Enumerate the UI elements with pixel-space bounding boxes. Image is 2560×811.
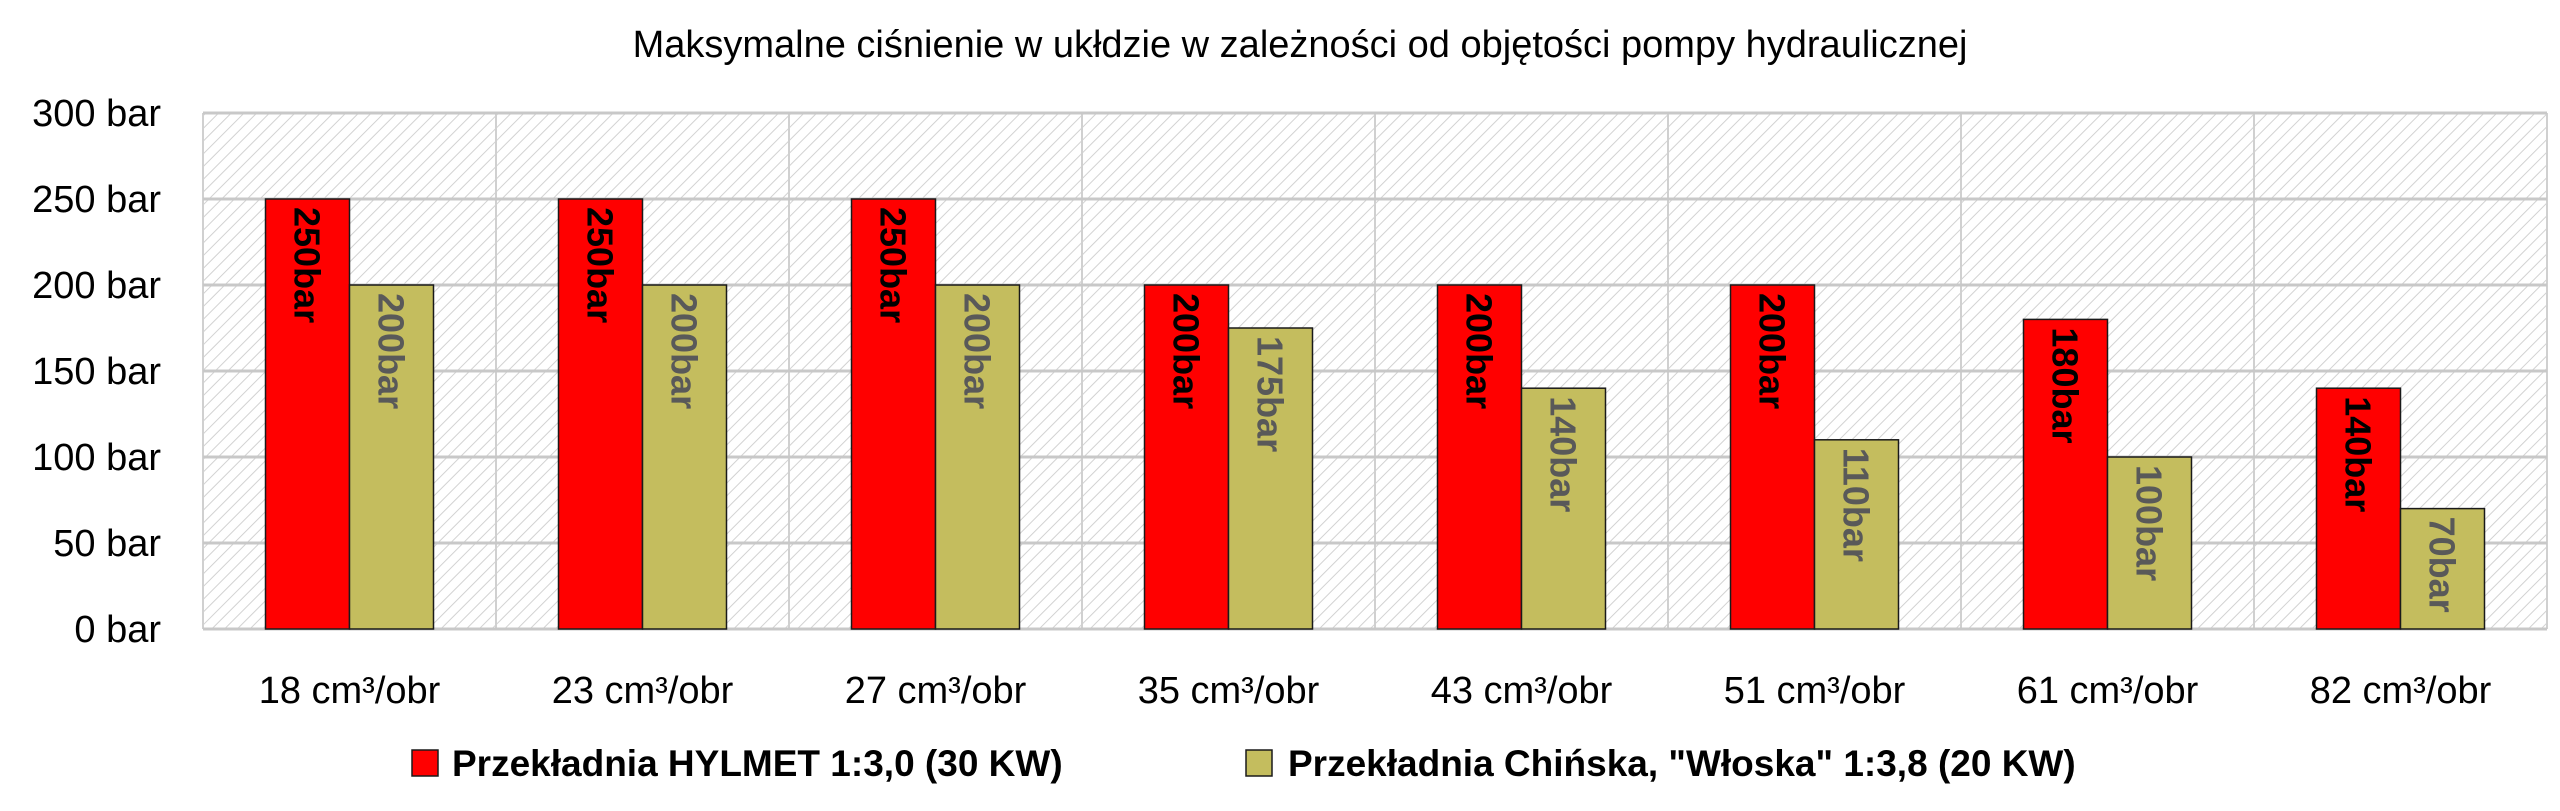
y-tick-label: 200 bar (32, 265, 161, 307)
data-label: 140bar (1543, 396, 1584, 512)
bar-series-2 (641, 284, 728, 630)
bar-series-1 (1143, 284, 1230, 630)
bar-series-2 (934, 284, 1021, 630)
data-label: 180bar (2045, 327, 2086, 443)
data-label: 250bar (287, 207, 328, 323)
y-tick-label: 50 bar (53, 523, 161, 565)
bar-series-2 (1227, 327, 1314, 630)
data-label: 70bar (2422, 517, 2463, 613)
data-label: 200bar (664, 293, 705, 409)
bar-series-2 (2106, 456, 2193, 630)
y-tick-label: 100 bar (32, 437, 161, 479)
data-label: 250bar (580, 207, 621, 323)
bar-series-2 (2399, 507, 2486, 630)
legend-label-series-2: Przekładnia Chińska, "Włoska" 1:3,8 (20 … (1288, 743, 2076, 784)
plot-area: 0 bar 50 bar 100 bar 150 bar 200 bar 250 bar 3… (32, 93, 2548, 712)
data-label: 200bar (957, 293, 998, 409)
y-tick-label: 300 bar (32, 93, 161, 135)
bar-series-1 (2022, 318, 2109, 630)
data-label: 200bar (1459, 293, 1500, 409)
y-tick-label: 150 bar (32, 351, 161, 393)
x-tick-label: 27 cm³/obr (845, 670, 1027, 712)
data-label: 200bar (371, 293, 412, 409)
bar-series-1 (264, 198, 351, 630)
bar-series-2 (1813, 439, 1900, 630)
x-tick-label: 35 cm³/obr (1138, 670, 1320, 712)
chart-title: Maksymalne ciśnienie w ukłdzie w zależno… (633, 24, 1968, 66)
bar-series-1 (2315, 387, 2402, 630)
data-label: 110bar (1836, 448, 1877, 562)
legend-swatch-series-1 (411, 749, 439, 777)
bar-series-1 (1729, 284, 1816, 630)
legend: Przekładnia HYLMET 1:3,0 (30 KW) Przekład… (411, 743, 2076, 784)
x-tick-label: 23 cm³/obr (552, 670, 734, 712)
legend-swatch-series-2 (1245, 749, 1273, 777)
y-tick-label: 0 bar (74, 609, 161, 651)
data-label: 100bar (2129, 465, 2170, 581)
data-label: 200bar (1166, 293, 1207, 409)
data-label: 250bar (873, 207, 914, 323)
data-label: 140bar (2338, 396, 2379, 512)
x-tick-label: 43 cm³/obr (1431, 670, 1613, 712)
data-label: 200bar (1752, 293, 1793, 409)
x-tick-label: 51 cm³/obr (1724, 670, 1906, 712)
bar-series-1 (557, 198, 644, 630)
y-tick-label: 250 bar (32, 179, 161, 221)
bar-series-2 (1520, 387, 1607, 630)
x-tick-label: 61 cm³/obr (2017, 670, 2199, 712)
x-tick-label: 18 cm³/obr (259, 670, 441, 712)
bar-series-1 (850, 198, 937, 630)
x-tick-label: 82 cm³/obr (2310, 670, 2492, 712)
data-label: 175bar (1250, 336, 1291, 452)
legend-label-series-1: Przekładnia HYLMET 1:3,0 (30 KW) (452, 743, 1063, 784)
bar-series-2 (348, 284, 435, 630)
